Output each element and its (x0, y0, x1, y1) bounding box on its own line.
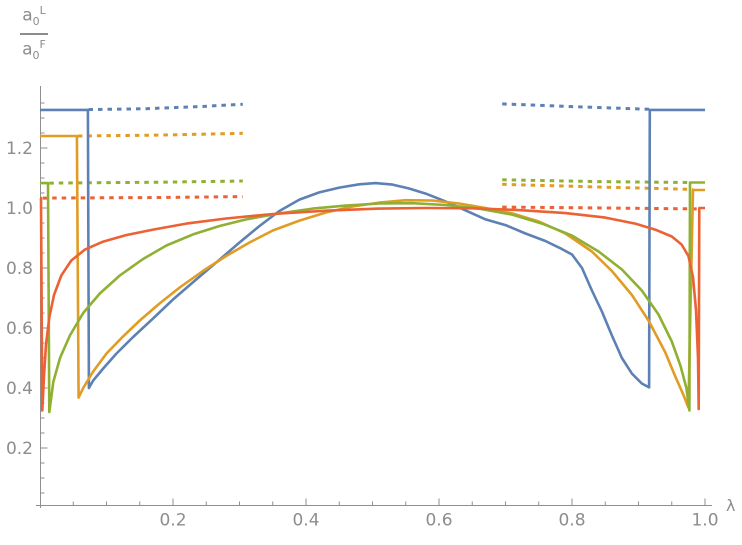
numerator-base: a (22, 5, 33, 26)
y-axis-label: a0L a0F (13, 4, 55, 63)
series-green-solid (40, 181, 705, 414)
x-tick-label: 0.8 (558, 511, 585, 531)
denominator-superscript: F (39, 37, 46, 51)
denominator-subscript: 0 (32, 48, 40, 62)
y-axis-label-numerator: a0L (20, 4, 48, 35)
series-blue-dashed-right (502, 102, 650, 111)
x-tick-label: 0.2 (159, 511, 186, 531)
series-blue-dashed-left (88, 102, 243, 112)
y-tick-label: 1.2 (6, 139, 33, 159)
series-red-dashed-left (42, 195, 243, 200)
y-tick-label: 1.0 (6, 199, 33, 219)
y-tick-label: 0.8 (6, 259, 33, 279)
x-tick-label: 0.4 (292, 511, 319, 531)
numerator-subscript: 0 (32, 15, 40, 29)
y-axis-label-denominator: a0F (20, 35, 48, 63)
denominator-base: a (22, 39, 33, 60)
series-orange-dashed-left (77, 131, 243, 138)
x-tick-label: 1.0 (691, 511, 718, 531)
x-tick-label: 0.6 (425, 511, 452, 531)
series-orange-dashed-right (502, 182, 694, 191)
series-red-dashed-right (502, 205, 699, 211)
series-blue-solid (40, 108, 705, 390)
y-tick-label: 0.6 (6, 319, 33, 339)
y-tick-label: 0.2 (6, 439, 33, 459)
y-tick-label: 0.4 (6, 379, 33, 399)
series-orange-solid (40, 134, 705, 409)
numerator-superscript: L (39, 4, 46, 17)
series-green-dashed-left (49, 179, 243, 185)
series-red-solid (39, 196, 705, 412)
series-green-dashed-right (502, 178, 690, 184)
x-axis-label: λ (726, 496, 736, 515)
